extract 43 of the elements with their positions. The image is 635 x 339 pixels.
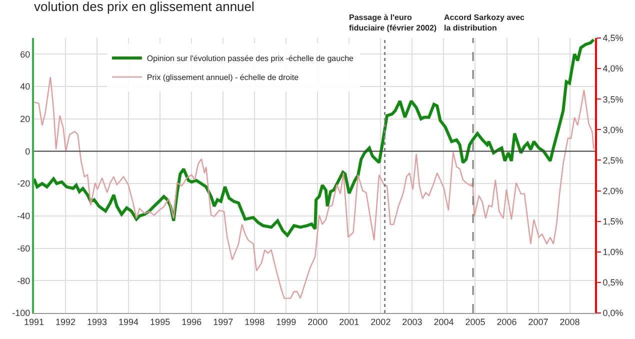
x-tick-label: 1992: [56, 316, 76, 327]
x-tick-label: 2008: [560, 316, 580, 327]
y-tick-label: 20: [20, 114, 30, 124]
x-tick-label: 2005: [465, 316, 486, 327]
x-tick-label: 1996: [182, 316, 202, 327]
x-tick-label: 1995: [150, 316, 170, 327]
y2-tick-label: 0,0%: [602, 308, 624, 318]
ref-line-label: Accord Sarkozy avec la distribution: [444, 13, 526, 32]
x-tick-label: 2003: [402, 316, 422, 327]
y2-tick-label: 2,5%: [602, 155, 624, 166]
y2-tick-label: 2,0%: [602, 186, 624, 196]
y2-tick-label: 4,5%: [602, 33, 624, 44]
line-series: [34, 38, 595, 237]
y2-tick-label: 4,0%: [602, 64, 624, 74]
x-tick-label: 1994: [118, 316, 139, 327]
y-tick-label: -80: [17, 276, 30, 286]
x-tick-label: 2006: [496, 316, 517, 327]
y-tick-label: -100: [12, 308, 30, 318]
x-tick-label: 1997: [213, 316, 234, 327]
x-tick-label: 1993: [87, 316, 108, 327]
y-tick-label: 60: [20, 49, 30, 60]
legend-label: Opinion sur l'évolution passée des prix -échelle de gauche: [146, 54, 354, 64]
x-tick-label: 2001: [339, 316, 360, 327]
x-tick-label: 2007: [528, 316, 548, 327]
x-tick-label: 1991: [24, 316, 44, 327]
y-tick-label: -20: [17, 178, 30, 189]
x-tick-label: 2000: [308, 316, 328, 327]
y-tick-label: 40: [20, 82, 30, 92]
x-tick-label: 2002: [370, 316, 391, 327]
y-tick-label: -40: [17, 211, 30, 222]
y-tick-label: 0: [25, 146, 30, 156]
y-tick-label: -60: [17, 243, 30, 254]
y2-tick-label: 0,5%: [602, 278, 624, 288]
x-tick-label: 2004: [434, 316, 454, 327]
x-tick-label: 1999: [276, 316, 296, 327]
y2-tick-label: 3,5%: [602, 94, 624, 104]
legend-label: Prix (glissement annuel) - échelle de droite: [146, 73, 300, 82]
ref-line-label: Passage à l'euro fiduciaire (février 2002): [349, 13, 437, 32]
x-tick-label: 1998: [244, 316, 265, 327]
y2-tick-label: 1,5%: [602, 216, 624, 226]
chart-title: volution des prix en glissement annuel: [34, 0, 255, 14]
y2-tick-label: 1,0%: [602, 247, 624, 258]
y2-tick-label: 3,0%: [602, 124, 624, 135]
